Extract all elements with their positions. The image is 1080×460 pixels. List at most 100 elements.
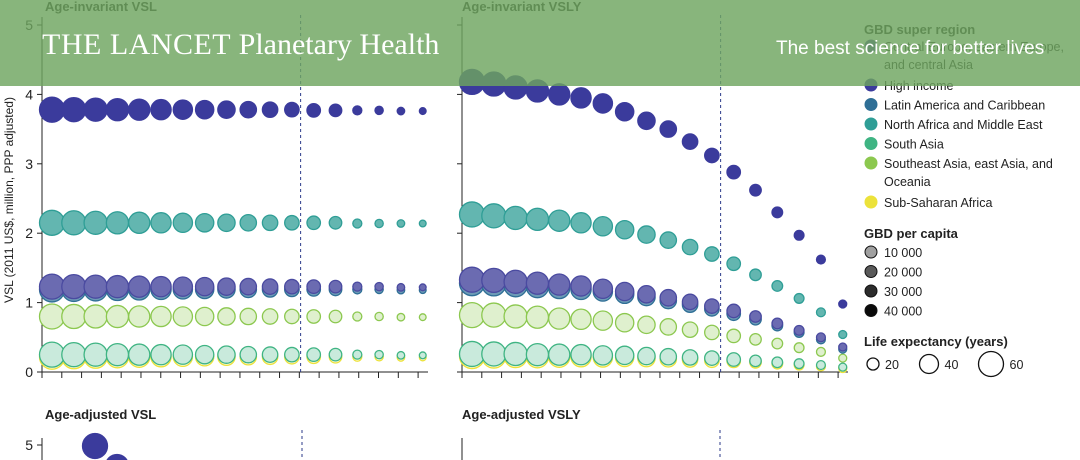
legend-label: 10 000	[884, 246, 922, 260]
data-point	[83, 210, 108, 235]
data-point	[418, 107, 427, 116]
data-point	[239, 213, 258, 232]
data-point	[481, 302, 507, 328]
legend-swatch	[864, 304, 878, 317]
legend-swatch	[864, 284, 878, 298]
legend-label: Southeast Asia, east Asia, and Oceania	[884, 157, 1053, 189]
legend-size-swatch	[918, 353, 940, 375]
data-point	[396, 282, 406, 292]
data-point	[306, 215, 322, 231]
data-point	[61, 210, 87, 236]
data-point	[105, 97, 130, 122]
data-point	[374, 218, 384, 229]
data-point	[704, 147, 720, 164]
legend-size-swatch	[977, 350, 1005, 378]
data-point	[172, 306, 194, 327]
data-point	[261, 308, 279, 325]
data-point	[525, 342, 550, 367]
panel-title: Age-adjusted VSL	[45, 407, 156, 422]
data-point	[771, 337, 784, 350]
data-point	[328, 103, 343, 118]
legend-label: 20	[885, 358, 899, 372]
data-point	[306, 347, 322, 363]
legend-label: North Africa and Middle East	[884, 118, 1043, 132]
data-point	[239, 100, 258, 119]
data-point	[793, 358, 805, 370]
data-point	[726, 352, 742, 367]
journal-name-sub: Planetary Health	[238, 28, 440, 61]
data-point	[128, 305, 151, 328]
data-point	[637, 111, 656, 131]
data-point	[704, 298, 720, 314]
data-point	[614, 345, 635, 366]
data-point	[481, 203, 507, 229]
data-point	[352, 218, 363, 229]
data-point	[328, 309, 343, 324]
legend-swatch	[864, 195, 878, 209]
data-point	[194, 99, 215, 120]
data-point	[503, 269, 528, 294]
data-point	[194, 306, 215, 327]
data-point	[815, 332, 827, 343]
data-point	[150, 305, 172, 328]
data-point	[374, 281, 384, 292]
data-point	[659, 120, 678, 138]
data-point	[458, 340, 486, 368]
data-point	[815, 254, 827, 265]
data-point	[81, 432, 109, 460]
legend-label: 40	[945, 358, 959, 372]
y-axis-label: VSL (2011 US$, million, PPP adjusted)	[2, 97, 16, 303]
data-point	[548, 209, 571, 232]
data-point	[749, 354, 762, 368]
data-point	[592, 345, 614, 366]
legend-swatch	[864, 156, 878, 170]
data-point	[61, 303, 87, 330]
data-point	[194, 212, 215, 233]
data-point	[217, 307, 236, 326]
data-point	[418, 283, 427, 292]
legend-swatch	[864, 265, 878, 278]
data-point	[328, 347, 343, 362]
data-point	[239, 307, 258, 326]
journal-tagline: The best science for better lives	[776, 38, 1045, 59]
data-point	[570, 212, 592, 234]
legend-label: 20 000	[884, 266, 922, 280]
data-point	[525, 271, 550, 295]
data-point	[128, 211, 151, 235]
data-point	[261, 278, 279, 295]
y-tick-label: 1	[25, 295, 33, 311]
data-point	[352, 349, 363, 360]
data-point	[592, 278, 614, 299]
data-point	[815, 346, 827, 357]
data-point	[771, 356, 784, 369]
data-point	[771, 279, 784, 292]
data-point	[83, 342, 108, 367]
legend-label: Latin America and Caribbean	[884, 99, 1045, 113]
data-point	[261, 214, 279, 232]
data-point	[106, 453, 128, 460]
data-point	[659, 347, 678, 366]
data-point	[194, 344, 215, 365]
data-point	[548, 273, 571, 296]
data-point	[503, 205, 528, 231]
data-point	[548, 307, 571, 330]
data-point	[659, 318, 678, 336]
data-point	[261, 346, 279, 363]
data-point	[105, 211, 130, 235]
data-point	[217, 277, 236, 296]
data-point	[525, 207, 550, 232]
data-point	[306, 102, 322, 118]
data-point	[374, 311, 384, 322]
legend-swatch	[864, 117, 878, 131]
data-point	[637, 284, 656, 304]
data-point	[284, 346, 300, 363]
data-point	[793, 292, 805, 304]
data-point	[83, 97, 108, 122]
data-point	[592, 310, 614, 331]
y-tick-label: 0	[25, 364, 33, 380]
y-tick-label: 3	[25, 156, 33, 172]
data-point	[396, 106, 406, 116]
data-point	[128, 275, 151, 298]
journal-name[interactable]: THE LANCET Planetary Health	[42, 28, 439, 62]
legend-label: South Asia	[884, 138, 944, 152]
